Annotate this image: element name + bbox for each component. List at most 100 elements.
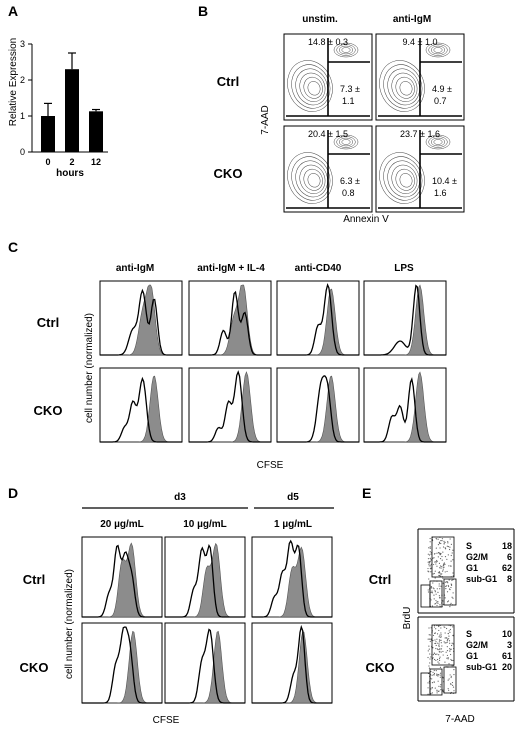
e-phase-value: 6 (507, 552, 512, 562)
e-event-dot (447, 679, 449, 681)
c-cko-filled-histogram (364, 371, 446, 443)
a-xtick-label: 12 (91, 157, 101, 167)
e-event-dot (442, 577, 444, 579)
panel-a-xlabel: hours (56, 168, 84, 179)
e-event-dot (439, 666, 442, 668)
e-event-dot (438, 574, 441, 577)
e-event-dot (438, 685, 440, 687)
b-contour (299, 72, 326, 102)
e-event-dot (431, 590, 433, 592)
e-event-dot (443, 563, 445, 565)
e-event-dot (437, 600, 439, 603)
b-contour (399, 173, 413, 188)
e-event-dot (430, 571, 432, 573)
c-ctrl-histogram (363, 280, 447, 356)
e-event-dot (435, 653, 437, 655)
b-contour (430, 45, 446, 55)
e-event-dot (427, 561, 429, 563)
e-event-dot (436, 638, 438, 640)
e-event-dot (440, 636, 442, 638)
e-event-dot (446, 639, 448, 642)
e-event-dot (447, 657, 449, 659)
e-phase-label: S (466, 629, 472, 639)
e-event-dot (452, 575, 454, 577)
e-gate-g2m (443, 666, 457, 694)
e-event-dot (445, 627, 448, 630)
e-event-dot (435, 602, 437, 605)
e-event-dot (451, 596, 453, 598)
e-event-dot (449, 674, 451, 676)
e-event-dot (449, 631, 451, 634)
e-event-dot (442, 600, 444, 602)
e-event-dot (446, 657, 448, 659)
e-event-dot (432, 587, 434, 589)
e-event-dot (447, 545, 450, 548)
e-event-dot (427, 687, 429, 689)
e-event-dot (448, 630, 450, 632)
e-event-dot (449, 546, 451, 548)
e-gate-subg1 (420, 672, 431, 696)
e-event-dot (436, 674, 438, 676)
e-event-dot (438, 552, 440, 554)
e-event-dot (438, 562, 441, 565)
e-event-dot (436, 689, 438, 691)
e-event-dot (440, 627, 442, 629)
e-event-dot (439, 686, 442, 688)
e-event-dot (430, 599, 432, 601)
b-contour (425, 42, 451, 58)
e-phase-label: G2/M (466, 552, 488, 562)
e-event-dot (434, 687, 436, 689)
e-event-dot (429, 537, 431, 540)
e-event-dot (434, 561, 436, 563)
e-event-dot (438, 651, 440, 653)
e-event-dot (453, 690, 455, 692)
e-event-dot (427, 558, 430, 560)
e-event-dot (427, 682, 429, 684)
e-event-dot (447, 541, 449, 543)
b-stat-top: 20.4 ± 1.5 (308, 129, 348, 139)
e-event-dot (450, 543, 453, 545)
e-event-dot (440, 567, 442, 569)
e-event-dot (448, 689, 450, 691)
e-event-dot (437, 661, 439, 663)
b-flow-plot: 20.4 ± 1.5 6.3 ± 0.8 (283, 125, 373, 213)
b-contour (336, 44, 356, 56)
e-event-dot (450, 602, 452, 604)
e-event-dot (428, 665, 430, 667)
panel-d-ylabel: cell number (normalized) (64, 569, 75, 679)
e-event-dot (445, 588, 447, 590)
panel-e-row-ctrl: Ctrl (369, 572, 391, 587)
c-ctrl-line-histogram (189, 290, 271, 356)
c-cko-plot-frame (363, 367, 447, 443)
e-event-dot (443, 543, 445, 545)
e-event-dot (433, 681, 435, 683)
e-event-dot (439, 639, 441, 641)
e-event-dot (436, 692, 438, 694)
e-event-dot (441, 565, 443, 568)
e-event-dot (429, 640, 431, 643)
d-ctrl-filled-histogram (252, 546, 332, 618)
e-event-dot (450, 676, 452, 679)
b-stat-mid-err: 0.8 (342, 188, 355, 198)
e-gate-subg1 (420, 584, 431, 608)
e-phase-value: 10 (502, 629, 512, 639)
e-event-dot (436, 633, 439, 635)
e-event-dot (436, 601, 438, 603)
panel-d-group-d3: d3 (174, 492, 186, 503)
e-event-dot (442, 569, 444, 571)
e-event-dot (439, 676, 441, 678)
e-event-dot (429, 551, 431, 553)
b-contour (425, 134, 451, 150)
e-event-dot (452, 597, 454, 599)
e-event-dot (438, 643, 440, 645)
e-event-dot (449, 650, 451, 652)
e-event-dot (439, 634, 441, 636)
e-event-dot (449, 588, 451, 591)
b-contour (391, 164, 418, 194)
e-event-dot (429, 547, 431, 550)
b-contour (303, 168, 323, 191)
panel-d-xlabel: CFSE (153, 715, 180, 726)
c-cko-filled-histogram (189, 371, 271, 443)
e-event-dot (437, 680, 439, 682)
